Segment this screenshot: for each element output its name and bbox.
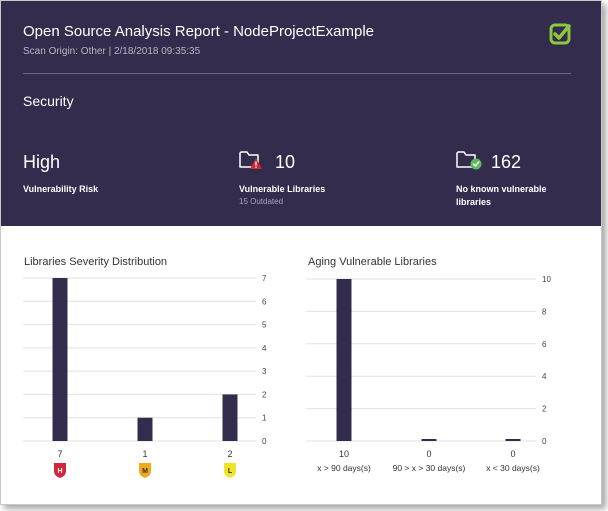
risk-label: Vulnerability Risk [23,184,99,194]
safe-label-line1: No known vulnerable [456,184,547,194]
risk-value: High [23,152,61,172]
scan-origin: Scan Origin: Other | 2/18/2018 09:35:35 [23,46,201,57]
folder-warning-icon [239,151,262,169]
severity-badge-label: H [57,468,62,475]
y-tick-label: 0 [542,437,547,446]
bar [137,417,153,441]
y-tick-label: 7 [262,274,267,283]
x-category-label: x < 30 days(s) [486,463,540,473]
y-tick-label: 4 [262,344,267,353]
y-tick-label: 4 [542,372,547,381]
severity-badge-label: M [142,468,148,475]
y-tick-label: 2 [542,405,547,414]
y-tick-label: 6 [542,340,547,349]
bar [505,439,521,441]
y-tick-label: 8 [542,307,547,316]
bar-value-label: 7 [57,449,62,459]
safe-count: 162 [491,152,522,172]
severity-badge-icon [54,463,66,478]
report-title: Open Source Analysis Report - NodeProjec… [23,23,375,40]
aging-chart: 0 2 4 6 8 10 10 x > 90 days(s) 0 90 > x > 30 days… [306,275,551,473]
y-tick-label: 0 [262,437,267,446]
aging-chart-title: Aging Vulnerable Libraries [308,256,437,268]
severity-chart-title: Libraries Severity Distribution [24,256,168,268]
y-tick-label: 2 [262,390,267,399]
vulnerable-label: Vulnerable Libraries [239,184,326,194]
bar-value-label: 0 [426,449,431,459]
bar [421,439,437,441]
bar-value-label: 10 [339,449,349,459]
bar [336,279,352,441]
x-category-label: x > 90 days(s) [317,463,371,473]
folder-check-icon [456,151,482,170]
y-tick-label: 1 [262,414,267,423]
y-tick-label: 6 [262,297,267,306]
severity-chart: 0 1 2 3 4 5 6 7 7 H 1 M 2 L [23,274,267,478]
report-header: Open Source Analysis Report - NodeProjec… [1,1,601,226]
bar-value-label: 2 [227,449,232,459]
bar-value-label: 0 [510,449,515,459]
x-category-label: 90 > x > 30 days(s) [393,463,466,473]
section-title: Security [23,93,74,109]
safe-label: No known vulnerable libraries [456,183,547,209]
vulnerable-count: 10 [275,152,296,172]
severity-badge-label: L [228,468,233,475]
y-tick-label: 5 [262,321,267,330]
header-divider [23,73,571,74]
bar [52,278,68,441]
y-tick-label: 3 [262,367,267,376]
outdated-count: 15 Outdated [239,197,284,206]
bar [222,394,238,441]
checkmark-logo-icon [549,23,571,45]
severity-badge-icon [224,463,236,478]
severity-badge-icon [139,463,151,478]
y-tick-label: 10 [542,275,551,284]
bar-value-label: 1 [142,449,147,459]
safe-label-line2: libraries [456,197,492,207]
report-window: Open Source Analysis Report - NodeProjec… [0,0,602,505]
